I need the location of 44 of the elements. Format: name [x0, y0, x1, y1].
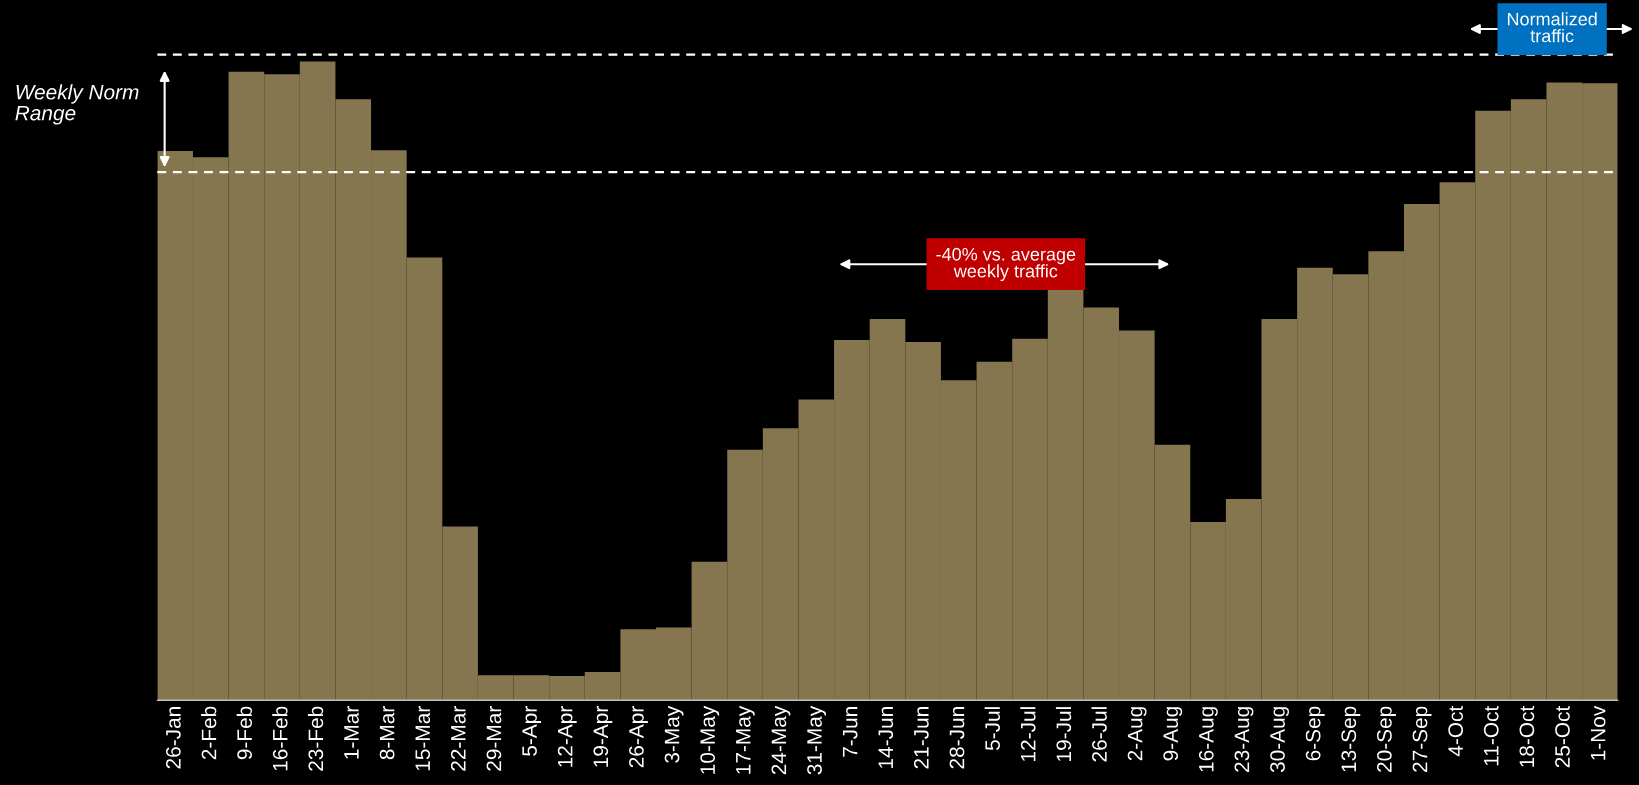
x-tick-label: 23-Feb [307, 706, 324, 771]
x-tick-label: 26-Jul [1091, 707, 1107, 762]
x-tick-label: 21-Jun [913, 707, 929, 769]
x-tick-label: 13-Sep [1341, 706, 1361, 772]
x-tick-label: 25-Oct [1555, 705, 1570, 768]
x-tick-label: 14-Jun [878, 707, 894, 768]
x-tick-label: 30-Aug [1270, 707, 1290, 773]
x-tick-label: 28-Jun [949, 707, 965, 769]
x-tick-label: 29-Mar [486, 706, 502, 771]
x-tick-label: 5-Jul [984, 707, 1000, 751]
x-tick-label: 16-Aug [1198, 707, 1218, 772]
x-tick-label: 5-Apr [522, 706, 542, 756]
x-tick-label: 31-May [807, 705, 826, 775]
x-tick-label: 6-Sep [1305, 706, 1325, 761]
x-tick-label: 20-Sep [1377, 706, 1396, 772]
x-tick-label: 16-Feb [272, 706, 288, 771]
x-tick-label: 15-Mar [415, 706, 431, 771]
x-tick-label: 19-Jul [1055, 707, 1072, 761]
x-tick-label: 26-Jan [165, 707, 181, 769]
x-tick-label: 19-Apr [593, 706, 613, 767]
x-tick-label: 18-Oct [1519, 705, 1535, 767]
x-tick-label: 9-Aug [1163, 707, 1183, 761]
x-tick-label: 22-Mar [450, 706, 466, 771]
x-tick-label: 26-Apr [629, 706, 648, 768]
x-tick-label: 1-Mar [344, 706, 359, 759]
x-tick-label: 23-Aug [1234, 707, 1254, 772]
annotation: -40% vs. average weekly traffic [936, 247, 1076, 282]
x-tick-label: 24-May [771, 705, 791, 775]
x-tick-label: 1-Nov [1590, 705, 1606, 760]
x-tick-label: 2-Aug [1127, 707, 1147, 761]
x-tick-label: 8-Mar [379, 706, 395, 760]
x-tick-label: 2-Feb [201, 706, 217, 760]
x-tick-label: 7-Jun [842, 707, 858, 757]
x-tick-label: 27-Sep [1412, 706, 1432, 772]
x-tick-label: 9-Feb [236, 706, 252, 760]
x-tick-label: 17-May [736, 705, 755, 774]
x-tick-label: 12-Apr [557, 706, 577, 767]
x-tick-label: 10-May [700, 705, 720, 774]
x-tick-label: 3-May [664, 705, 684, 763]
text: Normalized traffic [1507, 12, 1597, 43]
x-tick-label: 12-Jul [1020, 707, 1036, 761]
x-tick-label: 4-Oct [1448, 705, 1463, 757]
x-tick-label: 11-Oct [1483, 705, 1499, 766]
text: Weekly Norm Range [15, 84, 139, 125]
